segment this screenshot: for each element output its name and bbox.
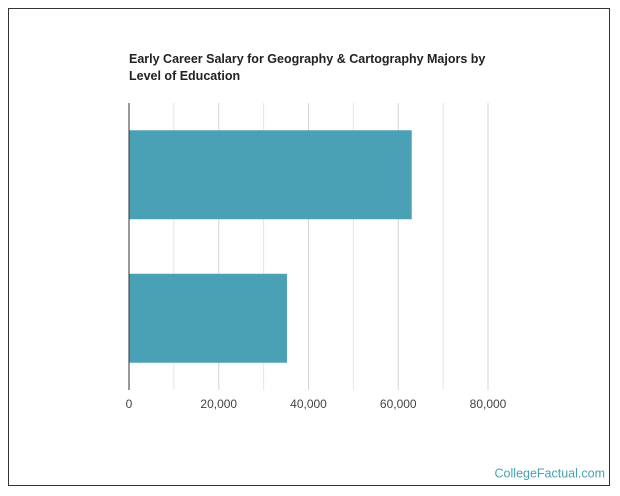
x-tick-label: 40,000 — [290, 397, 327, 411]
frame — [8, 8, 610, 486]
x-tick-label: 20,000 — [200, 397, 237, 411]
chart-title: Early Career Salary for Geography & Cart… — [129, 52, 486, 83]
watermark: CollegeFactual.com — [495, 466, 605, 480]
x-tick-label: 0 — [126, 397, 133, 411]
bar — [129, 273, 287, 363]
x-tick-label: 80,000 — [470, 397, 507, 411]
bar — [129, 130, 412, 220]
x-tick-label: 60,000 — [380, 397, 417, 411]
